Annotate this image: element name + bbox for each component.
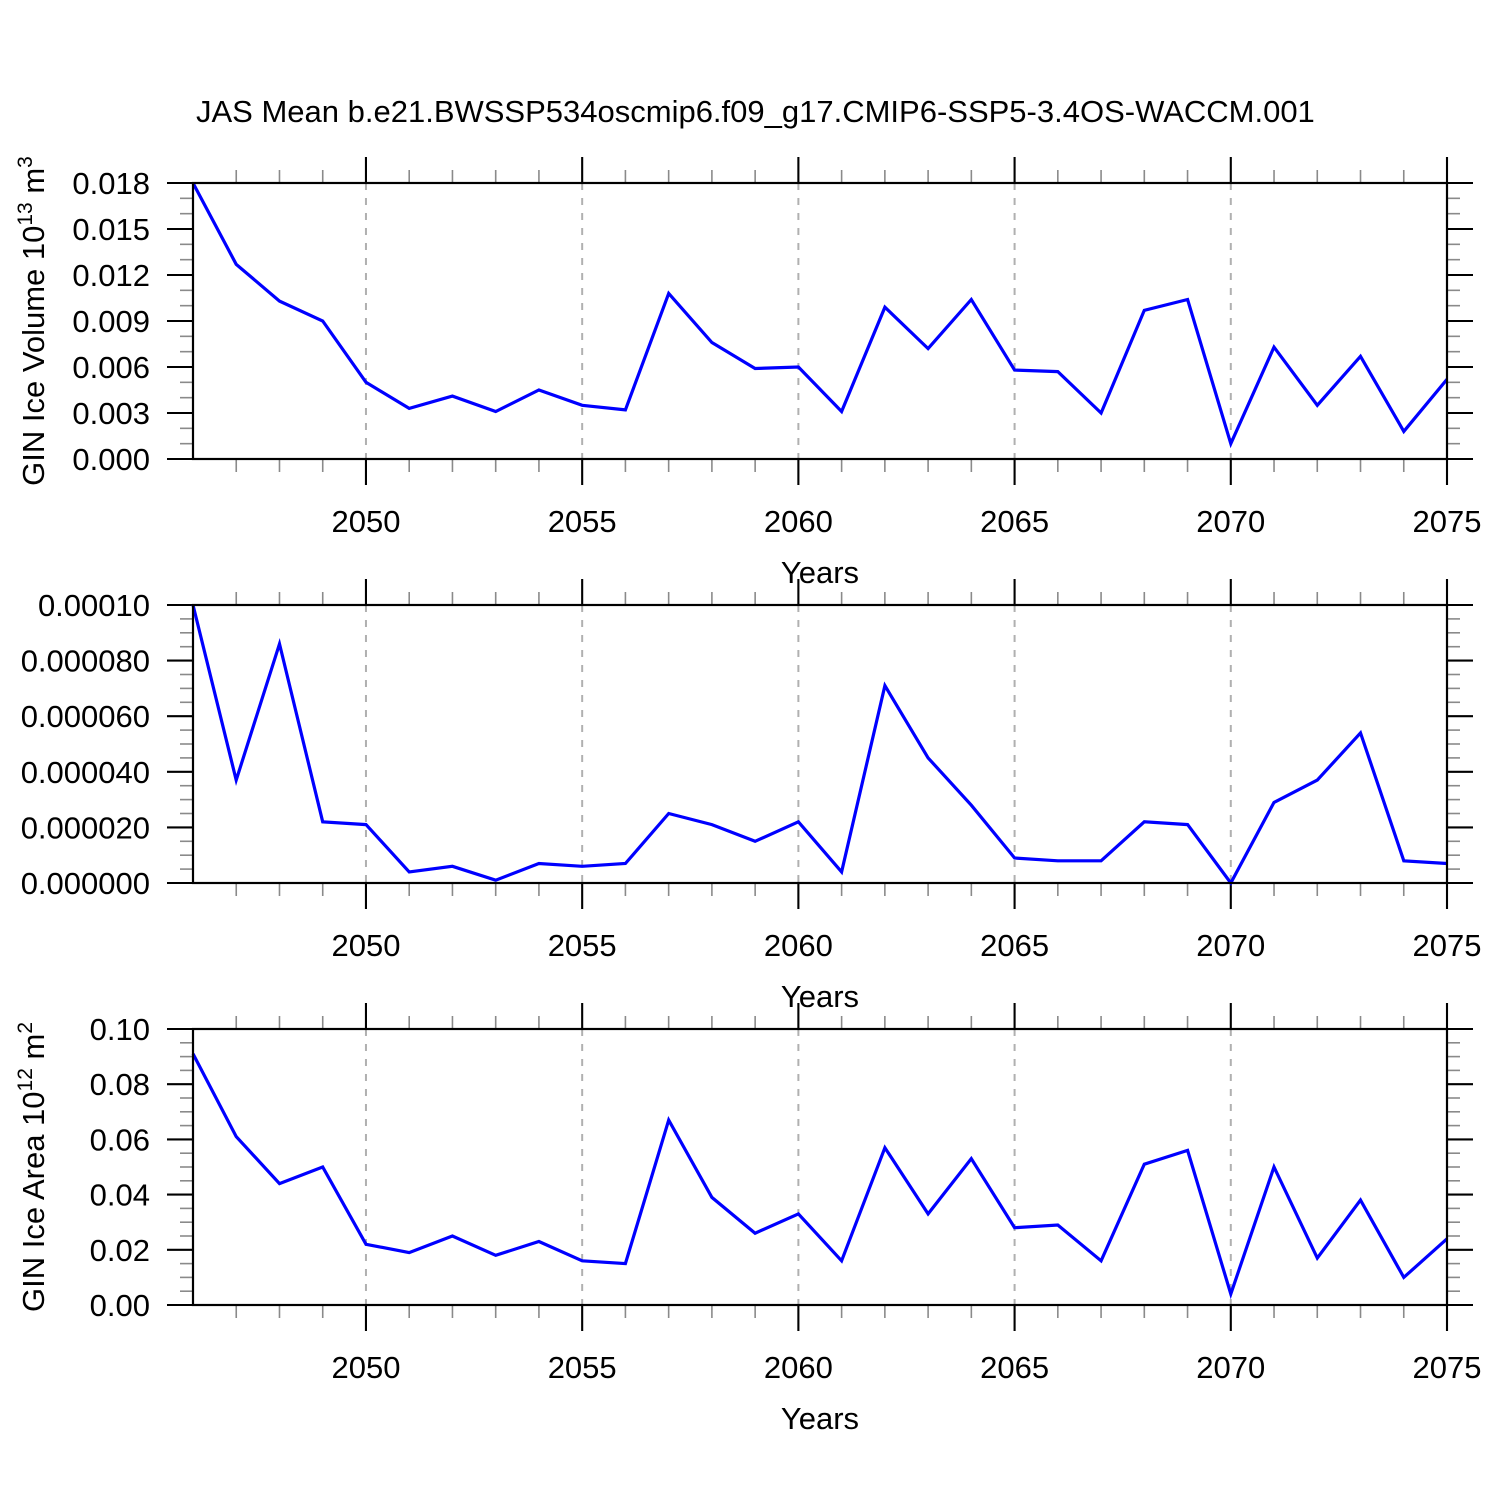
y-tick-label: 0.08 (90, 1067, 150, 1102)
y-axis-title: GIN Ice Volume 1013 m3 (14, 156, 51, 486)
y-tick-label: 0.000060 (21, 699, 150, 734)
x-tick-label: 2050 (331, 1350, 400, 1385)
x-tick-label: 2055 (548, 1350, 617, 1385)
y-tick-label: 0.06 (90, 1122, 150, 1157)
x-axis-title: Years (781, 1401, 859, 1436)
plot-frame (191, 181, 1449, 461)
x-tick-label: 2065 (980, 928, 1049, 963)
y-tick-label: 0.000080 (21, 644, 150, 679)
plot-frame (191, 603, 1449, 885)
x-tick-label: 2060 (764, 504, 833, 539)
middle-chart: 0.000000 0.000020 0.000040 0.000060 0.000080… (21, 579, 1482, 1014)
ice-area-chart: 0.00 0.02 0.04 0.06 0.08 0.10 2050 2055 2060 2065… (14, 1003, 1481, 1436)
x-tick-label: 2050 (331, 928, 400, 963)
y-tick-label: 0.009 (72, 304, 150, 339)
x-tick-label: 2075 (1413, 504, 1482, 539)
x-tick-label: 2060 (764, 1350, 833, 1385)
y-tick-label: 0.00010 (38, 588, 150, 623)
x-tick-label: 2055 (548, 504, 617, 539)
y-tick-label: 0.10 (90, 1012, 150, 1047)
y-tick-label: 0.003 (72, 396, 150, 431)
x-tick-label: 2065 (980, 1350, 1049, 1385)
y-tick-label: 0.000040 (21, 755, 150, 790)
y-tick-label: 0.04 (90, 1178, 150, 1213)
x-tick-label: 2075 (1413, 1350, 1482, 1385)
ice-volume-chart: 0.000 0.003 0.006 0.009 0.012 0.015 0.018 2050 2… (14, 156, 1481, 590)
y-tick-label: 0.006 (72, 350, 150, 385)
x-tick-label: 2050 (331, 504, 400, 539)
x-tick-label: 2055 (548, 928, 617, 963)
chart-title: JAS Mean b.e21.BWSSP534oscmip6.f09_g17.C… (196, 94, 1315, 129)
data-line (191, 604, 1448, 886)
x-tick-label: 2070 (1196, 1350, 1265, 1385)
x-tick-label: 2065 (980, 504, 1049, 539)
data-line (191, 1053, 1449, 1300)
data-line (191, 182, 1449, 449)
x-tick-label: 2060 (764, 928, 833, 963)
y-tick-label: 0.012 (72, 258, 150, 293)
plot-frame (191, 1027, 1449, 1307)
x-axis-title: Years (781, 555, 859, 590)
x-tick-label: 2070 (1196, 504, 1265, 539)
y-tick-label: 0.000020 (21, 810, 150, 845)
y-tick-label: 0.000000 (21, 866, 150, 901)
y-tick-label: 0.018 (72, 166, 150, 201)
y-tick-label: 0.00 (90, 1288, 150, 1323)
x-tick-label: 2075 (1413, 928, 1482, 963)
y-tick-label: 0.000 (72, 442, 150, 477)
y-tick-label: 0.02 (90, 1233, 150, 1268)
y-tick-label: 0.015 (72, 212, 150, 247)
x-tick-label: 2070 (1196, 928, 1265, 963)
x-axis-title: Years (781, 979, 859, 1014)
y-axis-title: GIN Ice Area 1012 m2 (14, 1022, 51, 1312)
